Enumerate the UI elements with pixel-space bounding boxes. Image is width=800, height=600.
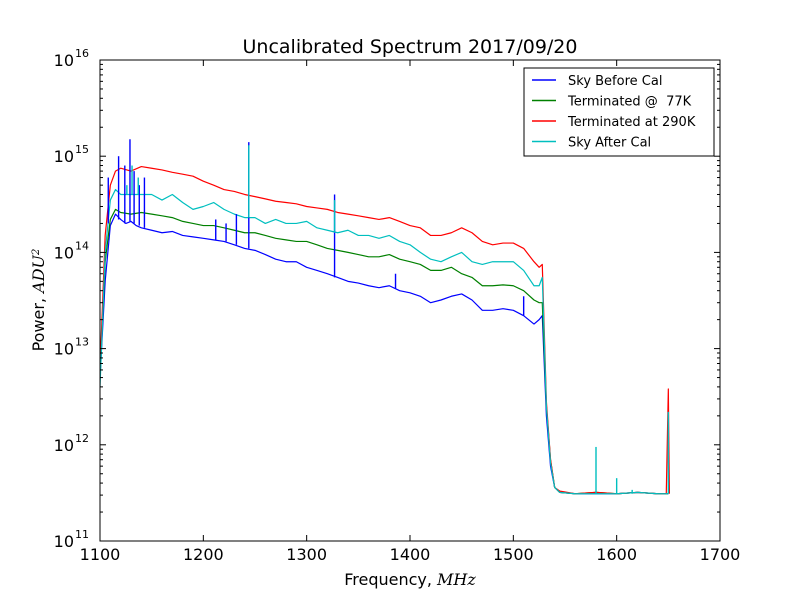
y-tick-exponent: 11 [75,528,89,541]
x-tick-label: 1600 [596,545,637,564]
legend-label-3: Sky After Cal [568,136,651,151]
y-tick-exponent: 15 [75,143,89,156]
x-tick-label: 1700 [700,545,741,564]
y-axis-label-exponent: 2 [31,249,42,256]
series-line-3 [100,188,669,495]
legend: Sky Before Cal Terminated @ 77K Terminated… [523,67,715,157]
x-tick-label: 1500 [493,545,534,564]
chart-title: Uncalibrated Spectrum 2017/09/20 [243,36,578,58]
x-tick-label: 1200 [183,545,224,564]
y-axis-label: Power, ADU2 [29,249,48,352]
legend-entries: Sky Before Cal Terminated @ 77K Terminated… [532,74,696,151]
y-axis-label-unit: ADU [29,254,48,294]
legend-label-0: Sky Before Cal [568,74,662,89]
x-axis-label-text: Frequency, [344,570,437,589]
y-tick-label: 10 [54,532,74,551]
y-tick-label: 10 [54,243,74,262]
x-axis-label: Frequency, MHz [344,570,476,589]
x-axis-label-unit: MHz [436,570,476,589]
y-tick-label: 10 [54,340,74,359]
y-tick-exponent: 13 [75,336,89,349]
x-axis: 1100 1200 1300 1400 1500 1600 1700 [80,60,741,564]
series-layer [100,139,670,495]
y-tick-exponent: 14 [75,239,89,252]
x-tick-label: 1300 [286,545,327,564]
x-tick-label: 1400 [390,545,431,564]
y-tick-label: 10 [54,436,74,455]
y-tick-exponent: 16 [75,47,89,60]
legend-label-1: Terminated @ 77K [567,95,692,110]
y-axis-label-text: Power, [29,293,48,352]
x-tick-label: 1100 [80,545,121,564]
y-tick-label: 10 [54,51,74,70]
y-tick-exponent: 12 [75,432,89,445]
y-tick-label: 10 [54,147,74,166]
legend-label-2: Terminated at 290K [567,115,696,130]
